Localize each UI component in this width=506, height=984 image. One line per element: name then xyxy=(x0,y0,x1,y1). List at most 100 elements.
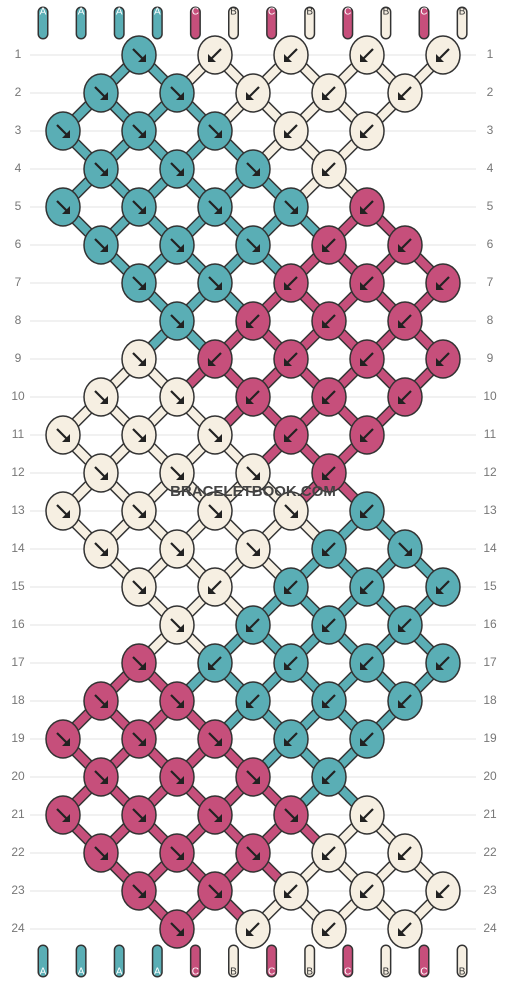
knot[interactable] xyxy=(273,111,309,151)
knot[interactable] xyxy=(159,301,195,341)
knot[interactable] xyxy=(349,415,385,455)
knot[interactable] xyxy=(83,529,119,569)
knot[interactable] xyxy=(235,833,271,873)
knot[interactable] xyxy=(159,377,195,417)
knot[interactable] xyxy=(45,719,81,759)
knot[interactable] xyxy=(121,643,157,683)
knot[interactable] xyxy=(349,567,385,607)
knot[interactable] xyxy=(159,681,195,721)
knot[interactable] xyxy=(273,795,309,835)
knot[interactable] xyxy=(273,35,309,75)
knot[interactable] xyxy=(349,643,385,683)
knot[interactable] xyxy=(235,529,271,569)
knot[interactable] xyxy=(121,263,157,303)
knot[interactable] xyxy=(121,187,157,227)
knot[interactable] xyxy=(197,35,233,75)
knot[interactable] xyxy=(273,339,309,379)
knot[interactable] xyxy=(311,149,347,189)
knot[interactable] xyxy=(197,871,233,911)
knot[interactable] xyxy=(387,605,423,645)
knot[interactable] xyxy=(121,339,157,379)
knot[interactable] xyxy=(273,415,309,455)
knot[interactable] xyxy=(273,263,309,303)
knot[interactable] xyxy=(311,833,347,873)
knot[interactable] xyxy=(425,871,461,911)
knot[interactable] xyxy=(273,491,309,531)
knot[interactable] xyxy=(197,643,233,683)
knot[interactable] xyxy=(159,149,195,189)
knot[interactable] xyxy=(349,795,385,835)
knot[interactable] xyxy=(235,681,271,721)
knot[interactable] xyxy=(387,529,423,569)
knot[interactable] xyxy=(387,909,423,949)
knot[interactable] xyxy=(121,35,157,75)
knot[interactable] xyxy=(311,681,347,721)
knot[interactable] xyxy=(425,567,461,607)
knot[interactable] xyxy=(387,681,423,721)
knot[interactable] xyxy=(121,871,157,911)
knot[interactable] xyxy=(83,149,119,189)
knot[interactable] xyxy=(311,909,347,949)
knot[interactable] xyxy=(197,111,233,151)
knot[interactable] xyxy=(197,187,233,227)
knot[interactable] xyxy=(273,187,309,227)
knot[interactable] xyxy=(197,415,233,455)
knot[interactable] xyxy=(197,795,233,835)
knot[interactable] xyxy=(235,605,271,645)
knot[interactable] xyxy=(197,339,233,379)
knot[interactable] xyxy=(197,263,233,303)
knot[interactable] xyxy=(349,111,385,151)
knot[interactable] xyxy=(121,491,157,531)
knot[interactable] xyxy=(349,871,385,911)
knot[interactable] xyxy=(387,301,423,341)
knot[interactable] xyxy=(311,453,347,493)
knot[interactable] xyxy=(311,757,347,797)
knot[interactable] xyxy=(159,453,195,493)
knot[interactable] xyxy=(159,909,195,949)
knot[interactable] xyxy=(273,567,309,607)
knot[interactable] xyxy=(45,795,81,835)
knot[interactable] xyxy=(45,491,81,531)
knot[interactable] xyxy=(197,719,233,759)
knot[interactable] xyxy=(387,833,423,873)
knot[interactable] xyxy=(197,567,233,607)
knot[interactable] xyxy=(235,73,271,113)
knot[interactable] xyxy=(311,605,347,645)
knot[interactable] xyxy=(235,225,271,265)
knot[interactable] xyxy=(83,73,119,113)
knot[interactable] xyxy=(235,377,271,417)
knot[interactable] xyxy=(387,377,423,417)
knot[interactable] xyxy=(311,73,347,113)
knot[interactable] xyxy=(349,491,385,531)
knot[interactable] xyxy=(311,301,347,341)
knot[interactable] xyxy=(349,187,385,227)
knot[interactable] xyxy=(159,757,195,797)
knot[interactable] xyxy=(311,529,347,569)
knot[interactable] xyxy=(425,643,461,683)
knot[interactable] xyxy=(159,833,195,873)
knot[interactable] xyxy=(349,719,385,759)
knot[interactable] xyxy=(159,529,195,569)
knot[interactable] xyxy=(425,35,461,75)
knot[interactable] xyxy=(273,719,309,759)
knot[interactable] xyxy=(235,149,271,189)
knot[interactable] xyxy=(83,681,119,721)
knot[interactable] xyxy=(273,643,309,683)
knot[interactable] xyxy=(387,225,423,265)
knot[interactable] xyxy=(349,263,385,303)
knot[interactable] xyxy=(235,453,271,493)
knot[interactable] xyxy=(235,909,271,949)
knot[interactable] xyxy=(311,377,347,417)
knot[interactable] xyxy=(121,567,157,607)
knot[interactable] xyxy=(121,719,157,759)
knot[interactable] xyxy=(197,491,233,531)
knot[interactable] xyxy=(159,73,195,113)
knot[interactable] xyxy=(45,187,81,227)
knot[interactable] xyxy=(159,605,195,645)
knot[interactable] xyxy=(349,339,385,379)
knot[interactable] xyxy=(159,225,195,265)
knot[interactable] xyxy=(121,795,157,835)
knot[interactable] xyxy=(45,415,81,455)
knot[interactable] xyxy=(83,757,119,797)
knot[interactable] xyxy=(235,301,271,341)
